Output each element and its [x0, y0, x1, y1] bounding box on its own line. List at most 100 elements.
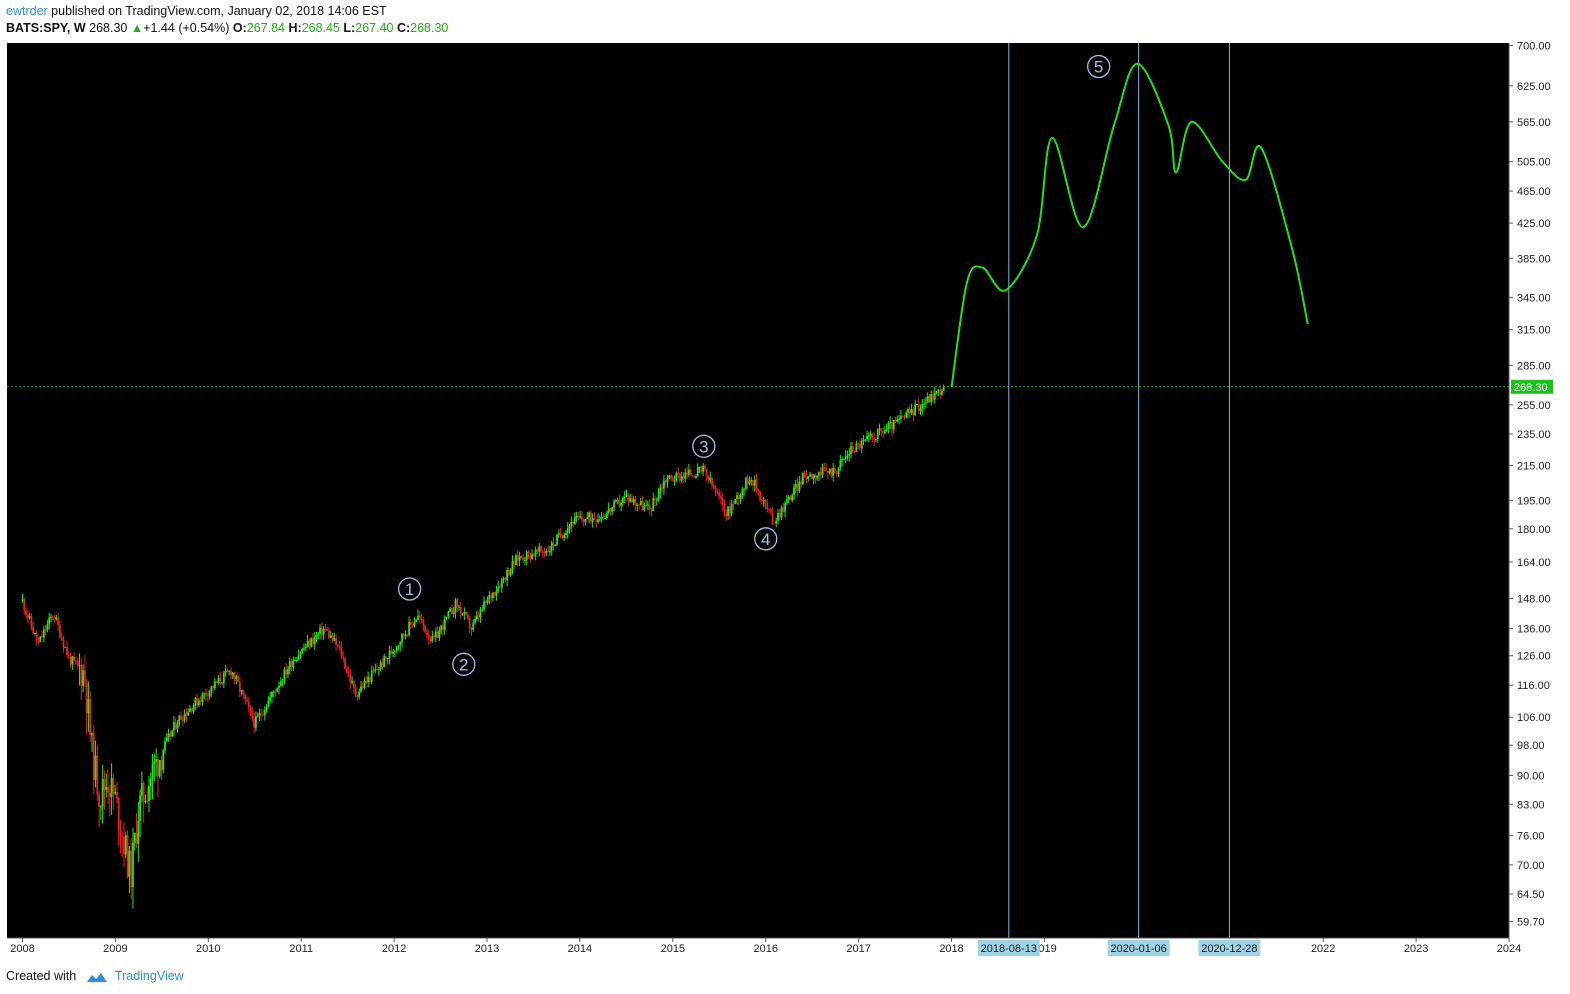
candle-body [848, 453, 851, 456]
candle-body [467, 615, 469, 619]
price-chart[interactable]: 1 2 3 4 5 700.00 625.00 565.00 505.00 465.00 425.… [0, 42, 1570, 958]
candle-body [345, 668, 348, 672]
candle-body [851, 446, 854, 452]
candle-body [124, 835, 127, 855]
candle-body [164, 741, 166, 751]
candle-body [750, 480, 753, 482]
x-tick-label: 2009 [103, 943, 127, 955]
candle-body [256, 716, 259, 718]
candle-body [242, 690, 245, 695]
candle-body [680, 476, 683, 481]
candle-body [351, 681, 354, 683]
y-tick-label: 425.00 [1517, 218, 1551, 230]
candle-body [572, 522, 574, 525]
candle-body [532, 554, 535, 557]
candle-body [481, 609, 484, 611]
candle-body [718, 492, 721, 497]
candle-body [761, 500, 763, 502]
candle-body [613, 501, 615, 508]
candle-body [71, 656, 74, 665]
candle-body [616, 499, 619, 501]
candle-body [126, 835, 129, 877]
candle-body [891, 421, 893, 430]
candle-body [173, 722, 175, 731]
tradingview-link[interactable]: TradingView [114, 969, 184, 983]
y-tick-label: 148.00 [1517, 593, 1551, 605]
candle-body [278, 685, 280, 688]
candles-layer [21, 384, 945, 909]
candle-body [292, 660, 295, 668]
candle-body [361, 686, 364, 689]
candle-body [82, 670, 84, 687]
candle-body [376, 669, 378, 671]
wave-label-circle [452, 652, 476, 676]
candle-body [901, 415, 904, 417]
candle-body [802, 472, 804, 485]
candle-body [939, 389, 942, 395]
candle-body [322, 628, 325, 635]
candle-body [917, 403, 920, 411]
candle-body [844, 455, 847, 460]
candle-body [545, 551, 548, 554]
candle-body [130, 850, 133, 888]
x-tick-label: 2010 [196, 943, 220, 955]
date-badge [1107, 940, 1170, 956]
candle-body [76, 661, 79, 666]
low-label: L: [343, 21, 356, 35]
candle-body [568, 525, 571, 528]
candle-body [103, 779, 106, 791]
open-label: O: [232, 21, 247, 35]
candle-body [436, 631, 439, 638]
candle-body [602, 516, 605, 519]
y-tick-label: 465.00 [1517, 186, 1551, 198]
candle-body [666, 479, 669, 483]
candle-body [900, 415, 902, 419]
candle-body [390, 650, 393, 654]
candle-body [107, 786, 109, 793]
candle-body [99, 806, 102, 808]
candle-body [146, 801, 149, 803]
y-tick-label: 76.00 [1517, 831, 1545, 843]
candle-body [497, 586, 500, 592]
candle-body [117, 798, 120, 831]
candle-body [139, 795, 141, 821]
candle-body [285, 669, 288, 675]
candle-body [203, 692, 206, 694]
candle-body [755, 479, 758, 491]
candle-body [208, 691, 211, 697]
candle-body [442, 625, 444, 631]
candle-body [575, 516, 578, 518]
candle-body [459, 606, 462, 615]
candle-body [417, 615, 419, 620]
candle-body [714, 488, 717, 493]
author-link[interactable]: ewtrder [6, 4, 48, 18]
candle-body [883, 430, 886, 434]
symbol-label[interactable]: BATS:SPY, W [6, 21, 86, 35]
candle-body [310, 638, 313, 647]
candle-body [775, 520, 778, 524]
candle-body [604, 517, 607, 519]
candle-body [531, 554, 533, 559]
candle-body [443, 617, 446, 631]
candle-body [570, 522, 573, 526]
candle-body [846, 455, 849, 457]
candle-body [415, 619, 418, 622]
candle-body [75, 660, 77, 662]
candle-body [331, 635, 334, 641]
candle-body [493, 592, 496, 596]
y-tick-label: 180.00 [1517, 524, 1551, 536]
candle-body [620, 502, 623, 506]
candle-body [859, 443, 861, 449]
candle-body [46, 624, 49, 631]
candle-body [721, 498, 724, 506]
candle-body [128, 850, 131, 877]
candle-body [896, 419, 899, 422]
candle-body [693, 476, 696, 478]
candle-body [789, 496, 792, 501]
candle-body [509, 570, 512, 576]
y-tick-label: 98.00 [1517, 740, 1545, 752]
candle-body [500, 579, 503, 588]
candle-body [388, 650, 391, 659]
candle-body [434, 631, 437, 638]
candle-body [557, 533, 560, 535]
